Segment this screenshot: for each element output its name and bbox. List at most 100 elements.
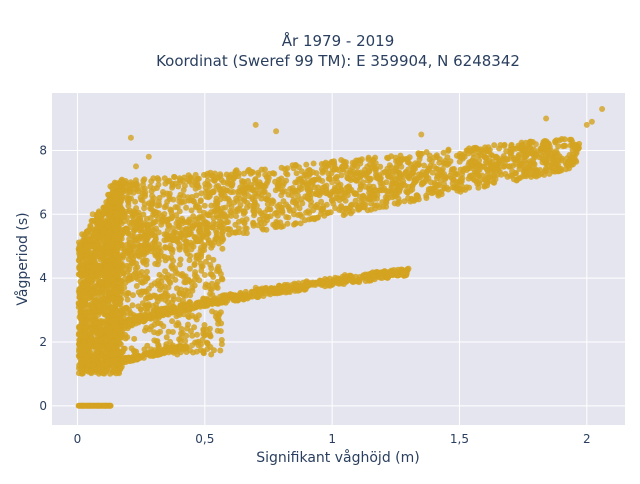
data-point bbox=[228, 182, 235, 189]
data-point bbox=[188, 207, 195, 214]
data-point bbox=[84, 294, 91, 301]
data-point bbox=[137, 313, 144, 320]
data-point bbox=[329, 179, 336, 186]
data-point bbox=[395, 195, 402, 202]
data-point bbox=[259, 212, 266, 219]
data-point bbox=[204, 227, 210, 234]
data-point bbox=[355, 202, 362, 209]
data-point bbox=[156, 271, 163, 278]
data-point bbox=[131, 250, 138, 256]
data-point bbox=[83, 275, 90, 282]
data-point bbox=[470, 154, 477, 161]
data-point bbox=[272, 210, 278, 217]
data-point bbox=[289, 162, 296, 169]
data-point bbox=[588, 118, 595, 125]
data-point bbox=[349, 208, 356, 215]
data-point bbox=[436, 189, 443, 196]
data-point bbox=[107, 265, 114, 271]
data-point bbox=[289, 199, 296, 205]
data-point bbox=[186, 230, 193, 237]
data-point bbox=[139, 279, 146, 286]
data-point bbox=[249, 186, 256, 193]
data-point bbox=[344, 184, 351, 191]
data-point bbox=[326, 275, 333, 282]
data-point bbox=[457, 166, 464, 173]
data-point bbox=[194, 252, 201, 259]
data-point bbox=[87, 236, 94, 243]
data-point bbox=[185, 177, 192, 184]
data-point bbox=[127, 134, 134, 141]
data-point bbox=[93, 249, 99, 256]
data-point bbox=[148, 229, 155, 236]
data-point bbox=[470, 165, 477, 172]
data-point bbox=[240, 210, 247, 217]
data-point bbox=[204, 340, 211, 347]
data-point bbox=[169, 184, 176, 191]
data-point bbox=[481, 153, 488, 160]
data-point bbox=[431, 163, 437, 170]
data-point bbox=[165, 328, 172, 335]
data-point bbox=[235, 192, 242, 199]
data-point bbox=[176, 198, 183, 205]
data-point bbox=[177, 191, 184, 198]
data-point bbox=[283, 214, 290, 220]
data-point bbox=[341, 272, 348, 278]
data-point bbox=[467, 148, 474, 155]
data-point bbox=[244, 204, 250, 211]
data-point bbox=[94, 289, 101, 296]
data-point bbox=[77, 254, 84, 261]
data-point bbox=[326, 160, 333, 167]
data-point bbox=[426, 152, 433, 159]
data-point bbox=[252, 284, 259, 291]
data-point bbox=[131, 233, 138, 240]
data-point bbox=[372, 273, 378, 280]
data-point bbox=[281, 166, 288, 173]
data-point bbox=[429, 169, 436, 176]
data-point bbox=[281, 283, 288, 290]
data-point bbox=[201, 272, 208, 278]
data-point bbox=[336, 167, 342, 174]
data-point bbox=[215, 316, 222, 323]
data-point bbox=[79, 402, 86, 409]
data-point bbox=[177, 256, 184, 263]
data-point bbox=[440, 149, 447, 156]
data-point bbox=[403, 168, 409, 175]
data-point bbox=[98, 328, 105, 335]
data-point bbox=[332, 175, 339, 181]
data-point bbox=[410, 170, 417, 177]
data-point bbox=[303, 278, 310, 285]
data-point bbox=[318, 278, 325, 285]
data-point bbox=[77, 323, 84, 330]
data-point bbox=[250, 220, 257, 227]
data-point bbox=[555, 157, 562, 163]
y-axis-label: Vågperiod (s) bbox=[14, 212, 31, 305]
data-point bbox=[375, 176, 382, 183]
data-point bbox=[105, 223, 112, 230]
data-point bbox=[543, 115, 550, 122]
data-point bbox=[436, 159, 443, 166]
data-point bbox=[117, 326, 124, 333]
data-point bbox=[215, 182, 222, 189]
data-point bbox=[151, 311, 157, 318]
data-point bbox=[384, 274, 391, 281]
data-point bbox=[490, 179, 497, 186]
data-point bbox=[509, 168, 516, 175]
data-point bbox=[218, 337, 225, 343]
data-point bbox=[295, 187, 302, 194]
data-point bbox=[568, 161, 575, 168]
data-point bbox=[208, 202, 215, 209]
data-point bbox=[410, 164, 417, 171]
data-point bbox=[140, 274, 147, 281]
data-point bbox=[200, 348, 207, 355]
data-point bbox=[141, 220, 148, 227]
data-point bbox=[128, 345, 135, 352]
y-tick-label: 0 bbox=[39, 399, 47, 413]
data-point bbox=[217, 309, 224, 316]
data-point bbox=[320, 168, 327, 174]
data-point bbox=[532, 141, 539, 148]
data-point bbox=[186, 306, 193, 313]
data-point bbox=[132, 211, 139, 217]
data-point bbox=[405, 159, 412, 166]
data-point bbox=[126, 263, 133, 270]
data-point bbox=[475, 172, 481, 178]
